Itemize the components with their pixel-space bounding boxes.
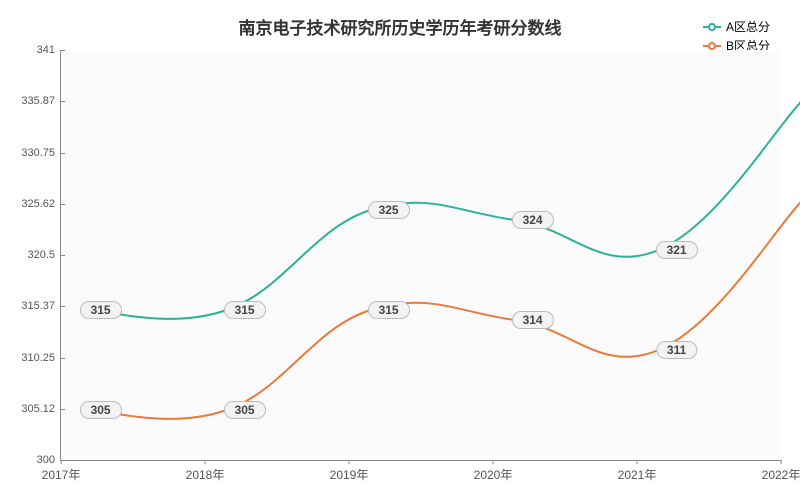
x-tick: 2022年 [762,460,800,483]
data-label: 305 [80,401,122,419]
data-label: 314 [512,311,554,329]
legend-label-a: A区总分 [726,18,770,35]
legend-item-a: A区总分 [703,18,770,35]
y-tick: 305.12 [21,403,61,415]
y-tick: 315.37 [21,300,61,312]
chart-container: 南京电子技术研究所历史学历年考研分数线 A区总分 B区总分 300305.123… [0,0,800,500]
series-line [83,100,800,319]
y-tick: 341 [37,44,61,56]
plot-area: 300305.12310.25315.37320.5325.62330.7533… [60,50,781,461]
data-label: 321 [656,241,698,259]
data-label: 325 [368,201,410,219]
data-label: 311 [656,341,697,359]
y-tick: 325.62 [21,198,61,210]
data-label: 315 [224,301,266,319]
y-tick: 320.5 [27,249,61,261]
series-line [83,200,800,419]
x-tick: 2020年 [474,460,513,483]
y-tick: 335.87 [21,95,61,107]
x-tick: 2019年 [330,460,369,483]
legend-marker-a [703,23,721,31]
chart-title: 南京电子技术研究所历史学历年考研分数线 [239,14,562,39]
data-label: 315 [80,301,122,319]
x-tick: 2017年 [42,460,81,483]
legend-marker-b [703,42,721,50]
y-tick: 310.25 [21,352,61,364]
y-tick: 330.75 [21,147,61,159]
x-tick: 2018年 [186,460,225,483]
data-label: 315 [368,301,410,319]
x-tick: 2021年 [618,460,657,483]
data-label: 305 [224,401,266,419]
data-label: 324 [512,211,554,229]
